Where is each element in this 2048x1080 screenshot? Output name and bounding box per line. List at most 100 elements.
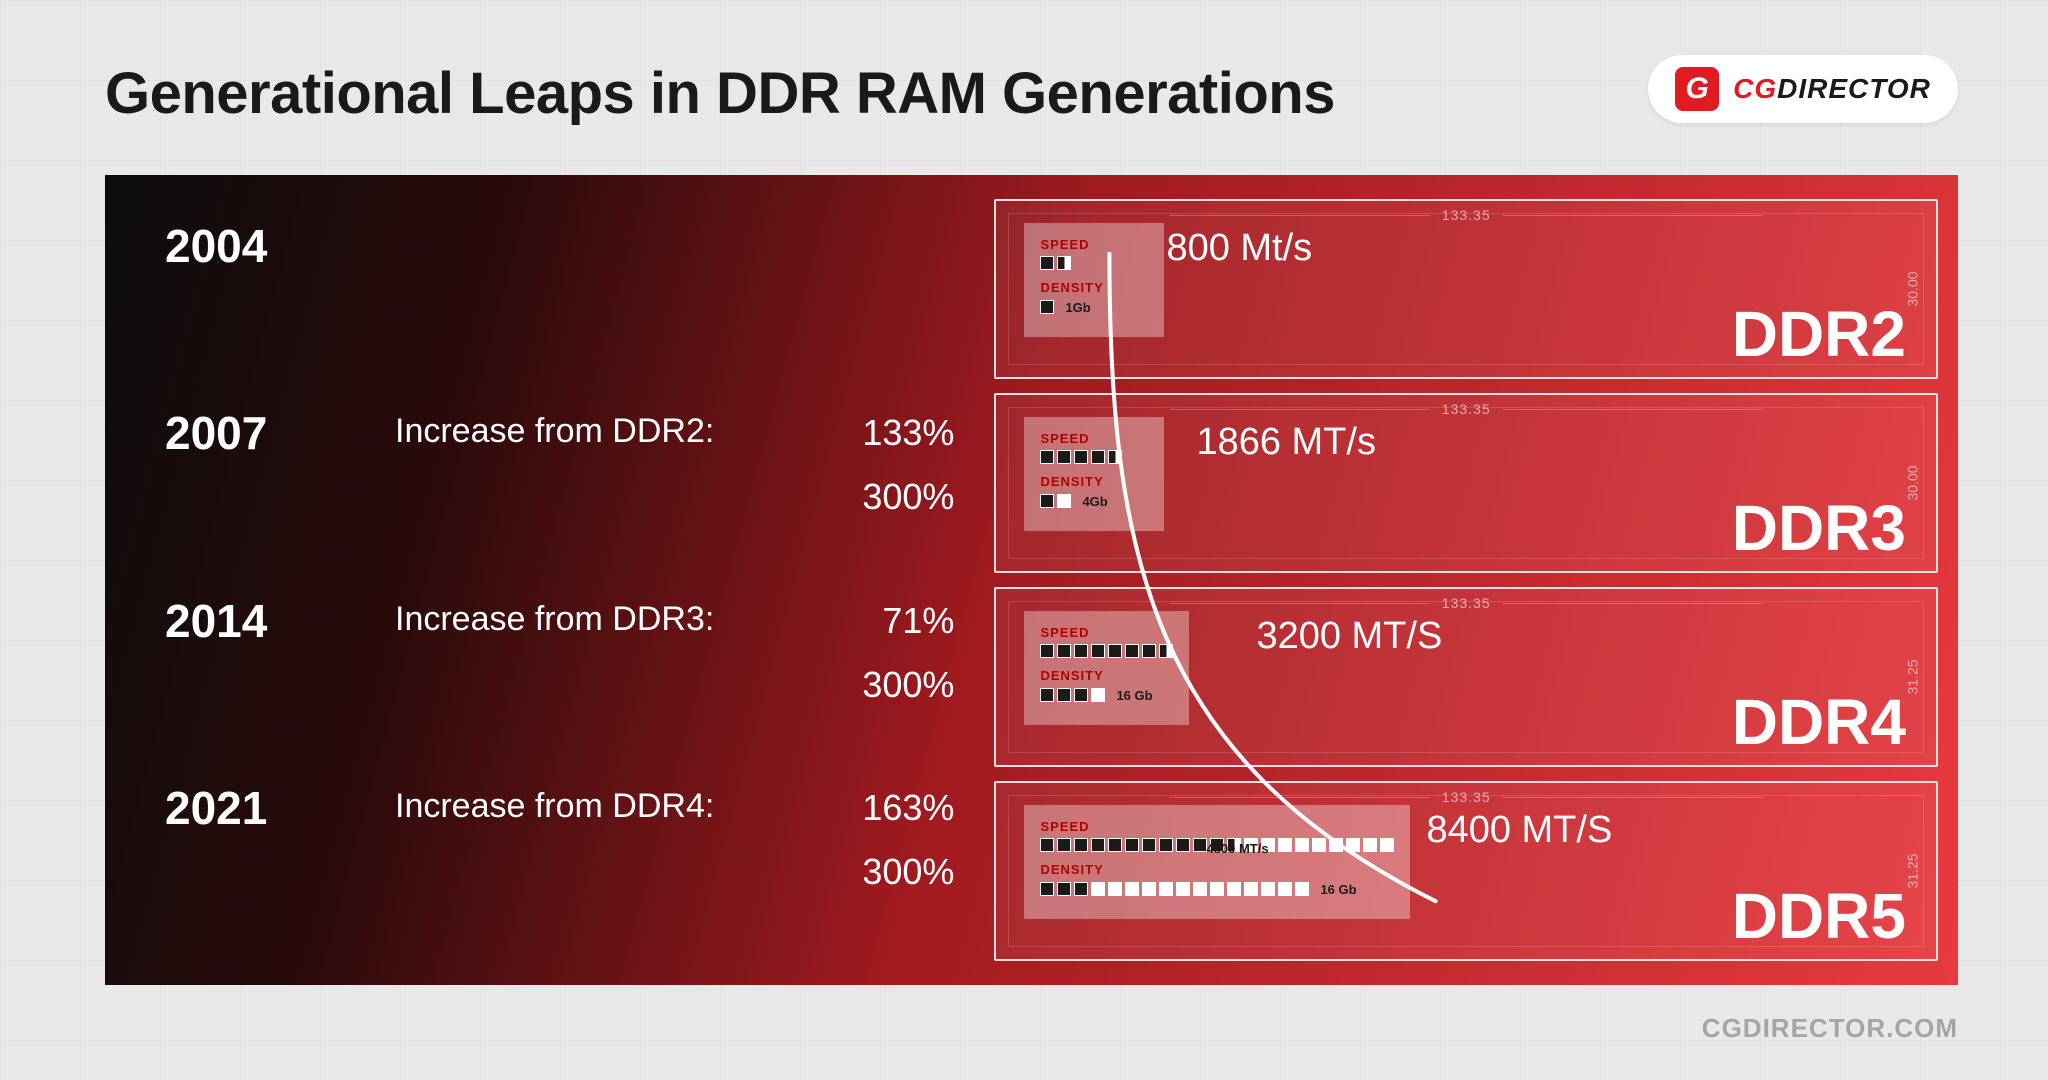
- indicator-box: [1091, 882, 1105, 896]
- indicator-box: [1295, 882, 1309, 896]
- dimension-width-mm: 133.35: [1442, 401, 1491, 417]
- ram-card-ddr3: 133.3530.00SPEEDDENSITY4Gb1866 MT/sDDR3: [994, 393, 1938, 573]
- year-label: 2014: [165, 594, 345, 648]
- indicator-box: [1159, 838, 1173, 852]
- indicator-box: [1142, 644, 1156, 658]
- year-label: 2004: [165, 219, 345, 273]
- indicator-box: [1091, 644, 1105, 658]
- speed-value: 1866 MT/s: [1196, 421, 1376, 464]
- increase-from-label: Increase from DDR2:: [395, 412, 764, 451]
- density-label: DENSITY: [1040, 668, 1173, 683]
- footer-url: CGDIRECTOR.COM: [1702, 1013, 1958, 1044]
- increase-table: 2004 2007 Increase from DDR2: 133% 300% 2014 I…: [105, 175, 994, 985]
- indicator-box: [1227, 882, 1241, 896]
- brand-suffix: DIRECTOR: [1777, 73, 1931, 104]
- indicator-box: [1312, 838, 1326, 852]
- indicator-box: [1040, 494, 1054, 508]
- indicator-box: [1074, 838, 1088, 852]
- speed-label: SPEED: [1040, 431, 1148, 446]
- increase-from-label: Increase from DDR4:: [395, 787, 764, 826]
- indicator-box: [1040, 644, 1054, 658]
- ram-cards-column: 133.3530.00SPEEDDENSITY1Gb800 Mt/sDDR213…: [994, 175, 1958, 985]
- increase-pct-col: 163% 300%: [814, 781, 954, 893]
- indicator-box: [1193, 838, 1207, 852]
- increase-pct-col: 133% 300%: [814, 406, 954, 518]
- indicator-box: [1346, 838, 1360, 852]
- indicator-box: [1278, 838, 1292, 852]
- speed-increase-pct: 133%: [814, 412, 954, 454]
- indicator-box: [1074, 644, 1088, 658]
- density-value: 16 Gb: [1114, 687, 1152, 703]
- indicator-box: [1142, 882, 1156, 896]
- indicator-boxes: 16 Gb: [1040, 881, 1394, 897]
- indicator-box: [1210, 882, 1224, 896]
- speed-value: 800 Mt/s: [1166, 227, 1312, 270]
- indicator-box: [1040, 300, 1054, 314]
- brand-logo: G CGDIRECTOR: [1648, 55, 1958, 123]
- increase-pct-col: 71%300%: [814, 594, 954, 706]
- indicator-boxes: [1040, 644, 1173, 658]
- density-value: 16 Gb: [1318, 881, 1356, 897]
- page-title: Generational Leaps in DDR RAM Generation…: [105, 60, 1335, 127]
- year-label: 2007: [165, 406, 345, 460]
- increase-pct-col: [814, 219, 954, 225]
- density-value: 1Gb: [1063, 299, 1090, 315]
- indicator-box: [1057, 450, 1071, 464]
- indicator-box: [1040, 256, 1054, 270]
- indicator-boxes: [1040, 450, 1148, 464]
- indicator-box: [1363, 838, 1377, 852]
- indicator-box: [1057, 688, 1071, 702]
- indicator-box: [1091, 688, 1105, 702]
- density-increase-pct: 300%: [814, 476, 954, 518]
- indicator-box: [1244, 882, 1258, 896]
- brand-wordmark: CGDIRECTOR: [1733, 73, 1931, 105]
- indicator-box: [1261, 882, 1275, 896]
- indicator-box: [1040, 838, 1054, 852]
- indicator-box: [1040, 688, 1054, 702]
- indicator-box: [1057, 882, 1071, 896]
- dimension-height-mm: 31.25: [1904, 659, 1920, 694]
- density-increase-pct: 300%: [814, 851, 954, 893]
- indicator-box: [1057, 494, 1071, 508]
- indicator-box: [1091, 450, 1105, 464]
- indicator-box: [1040, 450, 1054, 464]
- density-label: DENSITY: [1040, 474, 1148, 489]
- indicator-box: [1057, 644, 1071, 658]
- speed-label: SPEED: [1040, 625, 1173, 640]
- indicator-boxes: 4Gb: [1040, 493, 1148, 509]
- speed-increase-pct: 163%: [814, 787, 954, 829]
- indicator-box: [1057, 838, 1071, 852]
- indicator-box: [1074, 688, 1088, 702]
- indicator-box: [1193, 882, 1207, 896]
- indicator-box: [1108, 644, 1122, 658]
- indicator-box: [1057, 256, 1071, 270]
- increase-from-label: Increase from DDR3:: [395, 600, 764, 639]
- indicator-box: [1108, 882, 1122, 896]
- year-label: 2021: [165, 781, 345, 835]
- indicator-box: [1176, 882, 1190, 896]
- increase-label-col: Increase from DDR2:: [395, 406, 764, 451]
- increase-label-col: [395, 219, 764, 225]
- ram-card-ddr5: 133.3531.25SPEEDDENSITY16 Gb8400 MT/S480…: [994, 781, 1938, 961]
- indicator-box: [1380, 838, 1394, 852]
- indicator-box: [1125, 882, 1139, 896]
- increase-row: 2021 Increase from DDR4: 163% 300%: [165, 781, 954, 941]
- indicator-box: [1278, 882, 1292, 896]
- stat-overlay: SPEEDDENSITY16 Gb: [1024, 805, 1410, 919]
- dimension-height-mm: 30.00: [1904, 271, 1920, 306]
- indicator-box: [1125, 838, 1139, 852]
- dimension-width-mm: 133.35: [1442, 789, 1491, 805]
- indicator-box: [1040, 882, 1054, 896]
- indicator-boxes: 1Gb: [1040, 299, 1148, 315]
- density-label: DENSITY: [1040, 862, 1394, 877]
- ram-generation-name: DDR5: [1732, 879, 1906, 953]
- ram-generation-name: DDR3: [1732, 491, 1906, 565]
- ram-generation-name: DDR4: [1732, 685, 1906, 759]
- density-label: DENSITY: [1040, 280, 1148, 295]
- increase-row: 2014 Increase from DDR3: 71%300%: [165, 594, 954, 754]
- speed-value: 8400 MT/S: [1426, 809, 1612, 852]
- dimension-width-mm: 133.35: [1442, 595, 1491, 611]
- indicator-box: [1074, 882, 1088, 896]
- increase-label-col: Increase from DDR3:: [395, 594, 764, 639]
- indicator-box: [1108, 838, 1122, 852]
